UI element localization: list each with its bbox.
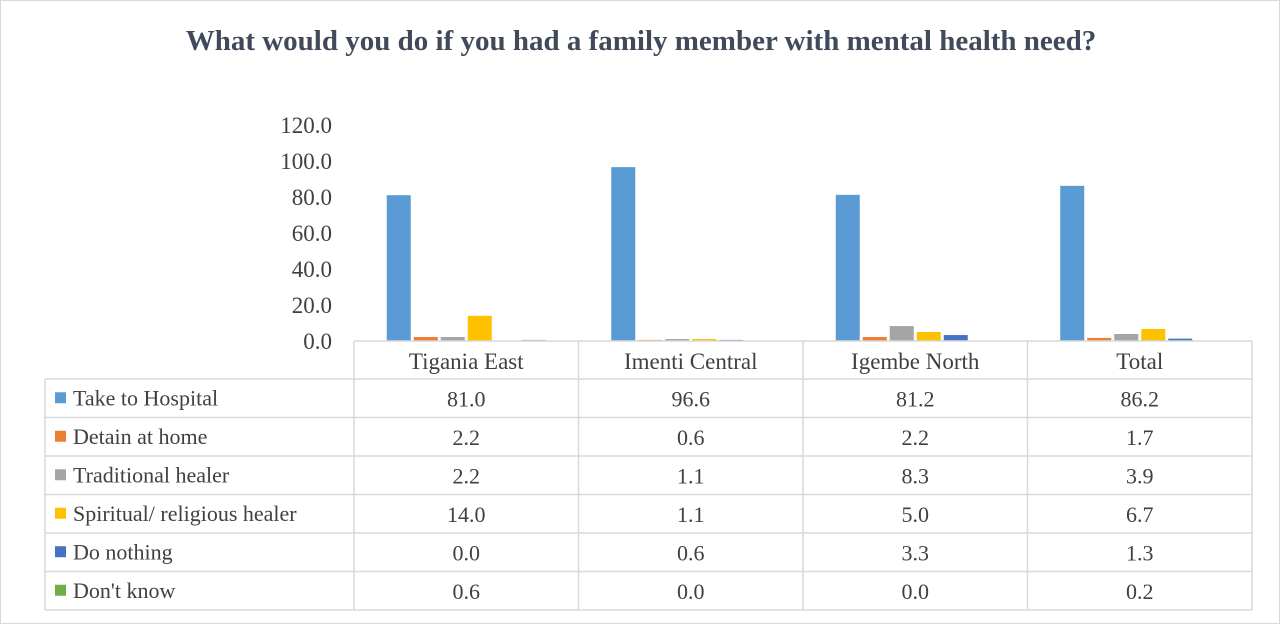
bar-take-to-hospital-imenti-central — [611, 167, 636, 341]
data-label-take-to-hospital-tigania-east: 81.0 — [447, 386, 486, 411]
y-tick-label: 40.0 — [292, 257, 332, 282]
legend-label-do-nothing: Do nothing — [73, 539, 173, 564]
legend-label-traditional-healer: Traditional healer — [73, 462, 230, 487]
bar-detain-at-home-igembe-north — [862, 337, 887, 341]
data-label-do-nothing-igembe-north: 3.3 — [902, 540, 930, 565]
data-label-take-to-hospital-total: 86.2 — [1121, 386, 1160, 411]
legend-label-don-t-know: Don't know — [73, 578, 175, 603]
x-category-label-igembe-north: Igembe North — [851, 349, 980, 374]
bar-do-nothing-total — [1168, 338, 1193, 341]
data-label-traditional-healer-imenti-central: 1.1 — [677, 463, 705, 488]
y-tick-label: 80.0 — [292, 185, 332, 210]
data-label-traditional-healer-total: 3.9 — [1126, 463, 1154, 488]
legend-swatch-spiritual-religious-healer — [55, 507, 66, 519]
data-label-take-to-hospital-imenti-central: 96.6 — [672, 386, 711, 411]
x-category-label-total: Total — [1116, 349, 1163, 374]
data-label-spiritual-religious-healer-total: 6.7 — [1126, 502, 1154, 527]
x-category-label-imenti-central: Imenti Central — [624, 349, 758, 374]
y-tick-label: 0.0 — [303, 329, 332, 354]
chart-title: What would you do if you had a family me… — [185, 25, 1097, 57]
bar-traditional-healer-imenti-central — [665, 339, 690, 341]
bar-take-to-hospital-igembe-north — [835, 194, 860, 341]
data-label-spiritual-religious-healer-tigania-east: 14.0 — [447, 502, 486, 527]
legend-swatch-don-t-know — [55, 584, 66, 596]
data-label-detain-at-home-imenti-central: 0.6 — [677, 425, 705, 450]
bar-traditional-healer-igembe-north — [889, 326, 914, 341]
bar-detain-at-home-tigania-east — [413, 337, 438, 341]
data-label-don-t-know-igembe-north: 0.0 — [902, 579, 930, 604]
data-label-detain-at-home-igembe-north: 2.2 — [902, 425, 930, 450]
data-label-don-t-know-total: 0.2 — [1126, 579, 1154, 604]
data-label-don-t-know-tigania-east: 0.6 — [453, 579, 481, 604]
bar-traditional-healer-tigania-east — [440, 337, 465, 341]
x-category-label-tigania-east: Tigania East — [409, 349, 524, 374]
bar-traditional-healer-total — [1114, 333, 1139, 341]
data-label-detain-at-home-tigania-east: 2.2 — [453, 425, 481, 450]
data-label-do-nothing-total: 1.3 — [1126, 540, 1154, 565]
data-label-traditional-healer-igembe-north: 8.3 — [902, 463, 930, 488]
y-tick-label: 60.0 — [292, 221, 332, 246]
data-label-spiritual-religious-healer-imenti-central: 1.1 — [677, 502, 705, 527]
legend-swatch-do-nothing — [55, 546, 66, 558]
data-label-don-t-know-imenti-central: 0.0 — [677, 579, 705, 604]
bar-spiritual-religious-healer-total — [1141, 328, 1166, 341]
data-label-spiritual-religious-healer-igembe-north: 5.0 — [902, 502, 930, 527]
legend-label-take-to-hospital: Take to Hospital — [73, 385, 218, 410]
legend-swatch-traditional-healer — [55, 469, 66, 481]
bar-spiritual-religious-healer-imenti-central — [692, 339, 717, 341]
legend-swatch-detain-at-home — [55, 430, 66, 442]
legend-label-detain-at-home: Detain at home — [73, 424, 207, 449]
y-tick-label: 120.0 — [280, 113, 332, 138]
data-label-do-nothing-imenti-central: 0.6 — [677, 540, 705, 565]
legend-swatch-take-to-hospital — [55, 392, 66, 404]
y-tick-label: 20.0 — [292, 293, 332, 318]
bar-detain-at-home-total — [1087, 337, 1112, 341]
data-label-do-nothing-tigania-east: 0.0 — [453, 540, 481, 565]
legend-label-spiritual-religious-healer: Spiritual/ religious healer — [73, 501, 297, 526]
bar-take-to-hospital-tigania-east — [386, 195, 411, 341]
bar-spiritual-religious-healer-tigania-east — [467, 315, 492, 341]
bar-take-to-hospital-total — [1060, 185, 1085, 341]
y-tick-label: 100.0 — [280, 149, 332, 174]
bar-spiritual-religious-healer-igembe-north — [916, 332, 941, 341]
data-label-detain-at-home-total: 1.7 — [1126, 425, 1154, 450]
data-label-traditional-healer-tigania-east: 2.2 — [453, 463, 481, 488]
bar-do-nothing-igembe-north — [943, 335, 968, 341]
data-label-take-to-hospital-igembe-north: 81.2 — [896, 386, 935, 411]
